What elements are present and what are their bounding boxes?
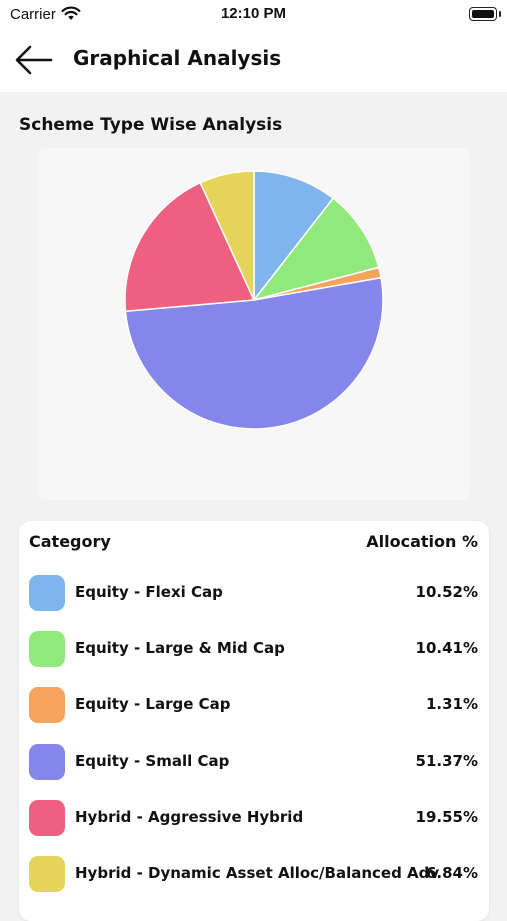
- status-bar: Carrier 12:10 PM: [0, 0, 507, 30]
- category-label: Equity - Large Cap: [75, 695, 231, 714]
- table-header: Category Allocation %: [19, 521, 489, 565]
- category-label: Hybrid - Dynamic Asset Alloc/Balanced Ad…: [75, 863, 440, 882]
- legend-swatch: [29, 799, 65, 836]
- allocation-column-header: Allocation %: [366, 532, 478, 551]
- table-row: Hybrid - Dynamic Asset Alloc/Balanced Ad…: [19, 846, 489, 902]
- nav-bar: Graphical Analysis: [0, 30, 507, 92]
- battery-icon: [469, 7, 501, 21]
- table-row: Equity - Small Cap 51.37%: [19, 734, 489, 790]
- pie-chart-card: [38, 148, 470, 500]
- allocation-value: 10.41%: [415, 639, 478, 658]
- allocation-value: 19.55%: [415, 807, 478, 826]
- allocation-value: 6.84%: [425, 863, 478, 882]
- allocation-value: 51.37%: [415, 751, 478, 770]
- legend-swatch: [29, 855, 65, 892]
- status-time: 12:10 PM: [220, 5, 287, 22]
- legend-swatch: [29, 687, 65, 724]
- back-arrow-icon[interactable]: [14, 44, 54, 76]
- legend-swatch: [29, 575, 65, 611]
- section-title: Scheme Type Wise Analysis: [19, 115, 283, 135]
- legend-swatch: [29, 631, 65, 668]
- table-row: Equity - Flexi Cap 10.52%: [19, 565, 489, 621]
- allocation-value: 10.52%: [415, 583, 478, 601]
- table-row: Hybrid - Aggressive Hybrid 19.55%: [19, 790, 489, 846]
- page-title: Graphical Analysis: [73, 46, 282, 70]
- table-row: Equity - Large Cap 1.31%: [19, 677, 489, 733]
- pie-slice: [124, 181, 255, 312]
- allocation-value: 1.31%: [425, 695, 478, 714]
- pie-slice: [199, 170, 255, 301]
- allocation-table: Category Allocation % Equity - Flexi Cap…: [19, 521, 489, 921]
- table-row: Equity - Large & Mid Cap 10.41%: [19, 621, 489, 677]
- category-label: Equity - Small Cap: [75, 751, 230, 770]
- category-column-header: Category: [29, 532, 111, 551]
- category-label: Hybrid - Aggressive Hybrid: [75, 807, 304, 826]
- pie-slice: [253, 197, 380, 301]
- carrier-label: Carrier: [10, 6, 56, 23]
- legend-swatch: [29, 743, 65, 780]
- pie-chart: [124, 170, 384, 430]
- category-label: Equity - Flexi Cap: [75, 583, 223, 601]
- pie-slice: [124, 276, 384, 430]
- category-label: Equity - Large & Mid Cap: [75, 639, 285, 658]
- pie-slice: [253, 170, 334, 301]
- table-rows: Equity - Flexi Cap 10.52% Equity - Large &…: [19, 565, 489, 902]
- wifi-icon: [61, 6, 81, 26]
